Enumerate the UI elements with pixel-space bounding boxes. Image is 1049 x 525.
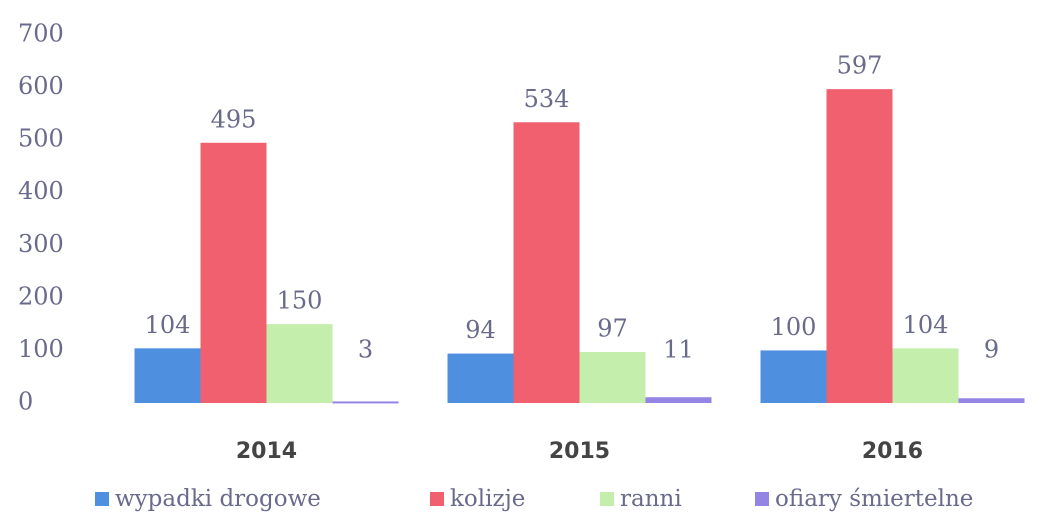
x-tick-label: 2015 xyxy=(549,439,610,464)
bar xyxy=(760,350,827,403)
value-label: 150 xyxy=(277,287,323,315)
bar xyxy=(892,348,959,403)
bar xyxy=(513,122,580,404)
bar xyxy=(447,353,514,403)
value-label: 100 xyxy=(771,313,817,341)
value-label: 104 xyxy=(145,311,191,339)
x-tick-label: 2014 xyxy=(236,439,297,464)
legend-swatch xyxy=(95,492,109,506)
legend-swatch xyxy=(600,492,614,506)
bar xyxy=(579,352,646,403)
y-tick-label: 0 xyxy=(18,388,33,416)
value-label: 9 xyxy=(984,336,999,364)
y-tick-label: 100 xyxy=(18,335,64,363)
value-label: 597 xyxy=(837,52,883,80)
bar xyxy=(645,397,712,403)
y-tick-label: 500 xyxy=(18,125,64,153)
value-label: 495 xyxy=(211,105,257,133)
bar xyxy=(958,398,1025,403)
bar xyxy=(332,401,399,404)
legend-swatch xyxy=(755,492,769,506)
value-label: 11 xyxy=(663,336,694,364)
legend-label: wypadki drogowe xyxy=(115,486,321,512)
y-tick-label: 400 xyxy=(18,177,64,205)
bar xyxy=(266,324,333,403)
y-tick-label: 600 xyxy=(18,72,64,100)
bar xyxy=(134,348,201,403)
y-tick-label: 700 xyxy=(18,20,64,48)
value-label: 94 xyxy=(465,316,496,344)
bar xyxy=(826,89,893,404)
value-label: 97 xyxy=(597,315,628,343)
y-tick-label: 200 xyxy=(18,282,64,310)
bar xyxy=(200,142,267,403)
y-tick-label: 300 xyxy=(18,230,64,258)
legend-label: ofiary śmiertelne xyxy=(775,486,973,512)
legend-label: ranni xyxy=(620,486,682,512)
legend-label: kolizje xyxy=(450,486,525,512)
legend-swatch xyxy=(430,492,444,506)
x-tick-label: 2016 xyxy=(862,439,923,464)
value-label: 104 xyxy=(903,311,949,339)
value-label: 3 xyxy=(358,336,373,364)
value-label: 534 xyxy=(524,85,570,113)
